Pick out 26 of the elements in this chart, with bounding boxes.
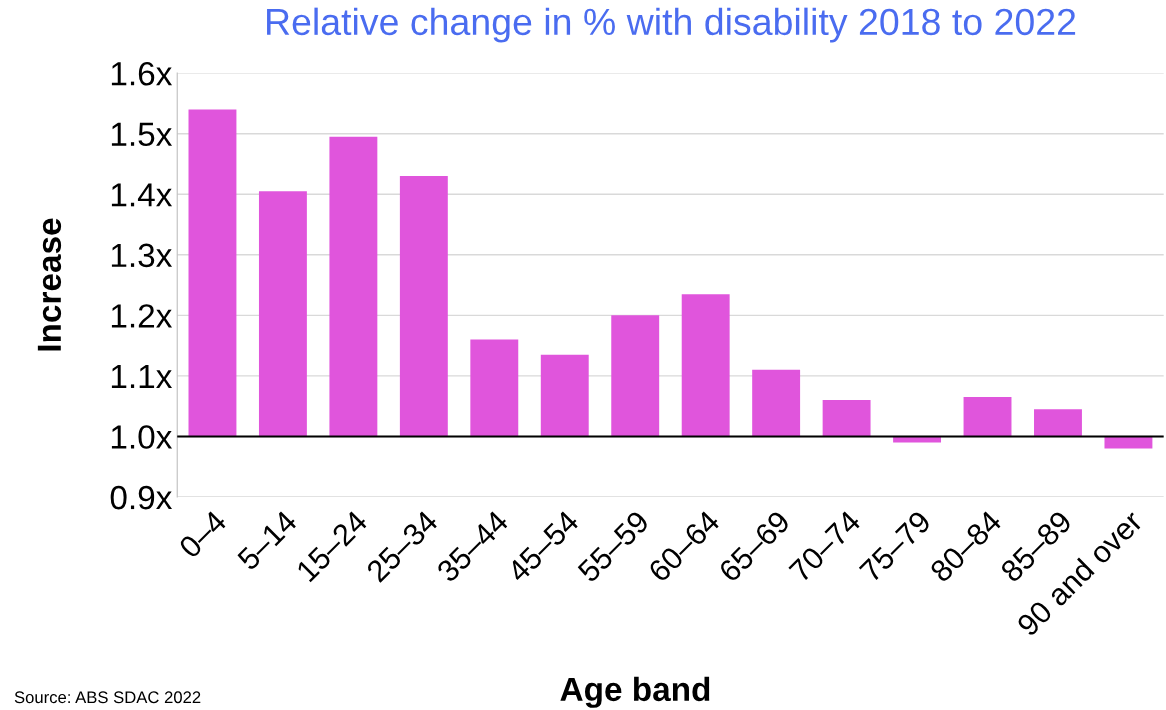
bar <box>258 191 307 437</box>
bar <box>188 109 237 437</box>
y-tick-label: 1.3x <box>111 243 173 268</box>
source-note: Source: ABS SDAC 2022 <box>14 691 201 704</box>
y-axis-title: Increase <box>37 218 62 351</box>
bar <box>963 397 1012 437</box>
x-tick-label: 0–4 <box>177 509 228 560</box>
bar <box>752 369 801 437</box>
bar <box>1104 436 1153 449</box>
y-tick-label: 1.1x <box>111 365 173 388</box>
bar <box>1034 409 1082 437</box>
bar <box>611 315 660 437</box>
bar <box>399 176 448 437</box>
bar <box>329 136 378 437</box>
bar <box>822 400 871 437</box>
y-tick-label: 1.2x <box>111 304 173 328</box>
y-tick-label: 1.4x <box>111 183 173 207</box>
bar <box>540 354 589 437</box>
x-axis-title: Age band <box>560 676 710 708</box>
y-tick-label: 1.6x <box>111 61 173 86</box>
bar <box>681 294 730 437</box>
bar <box>470 339 519 437</box>
y-tick-label: 1.5x <box>111 122 173 147</box>
chart-title: Relative change in % with disability 2018 to 2022 <box>267 7 1076 43</box>
y-tick-label: 1.0x <box>111 425 173 449</box>
y-tick-label: 0.9x <box>110 485 173 510</box>
